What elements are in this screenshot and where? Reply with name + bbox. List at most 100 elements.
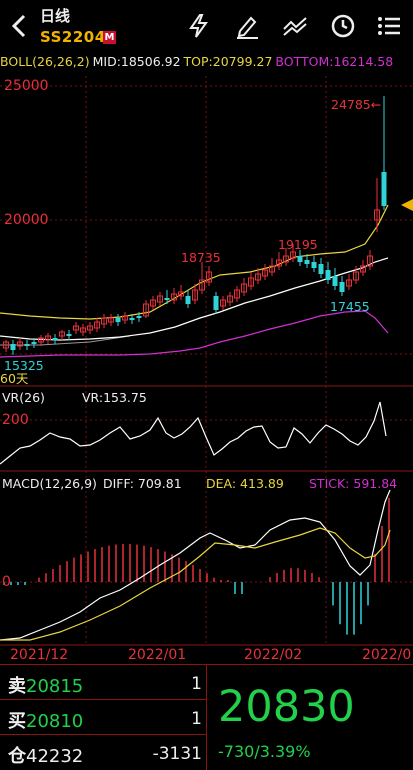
candle-body (234, 289, 240, 299)
candle-body (178, 291, 184, 297)
candle-body (73, 325, 79, 331)
candle-body (115, 318, 121, 322)
clock-icon[interactable] (330, 13, 356, 39)
candle-body (185, 296, 191, 304)
pencil-icon[interactable] (234, 13, 260, 39)
buy-price: 20810 (26, 711, 84, 732)
ma60-label: 60天 (0, 371, 29, 386)
candle-body (129, 318, 135, 320)
candle-body (374, 209, 380, 221)
candle-body (353, 271, 359, 281)
y-label-25000: 25000 (4, 78, 49, 94)
vr-value: VR:153.75 (82, 390, 147, 405)
candle-body (262, 269, 268, 277)
candle-body (192, 289, 198, 301)
candle-body (3, 341, 9, 349)
boll-bottom: BOTTOM:16214.58 (275, 54, 394, 69)
boll-top: TOP:20799.27 (183, 54, 273, 69)
sell-label: 卖 (8, 676, 26, 697)
x-label-1: 2022/01 (128, 647, 187, 663)
x-label-2: 2022/02 (244, 647, 303, 663)
candle-body (227, 295, 233, 303)
boll-legend: BOLL(26,26,2) MID:18506.92 TOP:20799.27 BOT… (0, 54, 413, 72)
sell-row[interactable]: 卖20815 (8, 672, 83, 698)
current-price-marker (401, 199, 413, 211)
candle-body (59, 331, 65, 337)
boll-mid: MID:18506.92 (92, 54, 181, 69)
sell-price: 20815 (26, 676, 84, 697)
candle-body (297, 256, 303, 262)
macd-diff-line (0, 489, 391, 641)
candle-body (199, 279, 205, 291)
candlesticks (3, 96, 387, 355)
macd-dea-line (0, 527, 391, 641)
candle-body (122, 315, 128, 321)
candle-body (108, 317, 114, 323)
candle-body (10, 344, 16, 350)
candle-body (248, 277, 254, 287)
candle-body (339, 282, 345, 292)
vr-line (0, 401, 387, 465)
candle-body (269, 265, 275, 273)
lightning-icon[interactable] (186, 13, 212, 39)
candle-body (311, 262, 317, 268)
candle-body (87, 325, 93, 331)
back-arrow-icon[interactable] (8, 12, 32, 40)
candle-body (45, 335, 51, 341)
y-label-20000: 20000 (4, 212, 49, 228)
candle-body (136, 316, 142, 318)
candle-body (255, 273, 261, 281)
x-label-3: 2022/0 (362, 647, 412, 663)
candle-body (66, 334, 72, 336)
macd-stick: STICK: 591.84 (309, 476, 398, 491)
candle-body (213, 296, 219, 310)
candle-body (206, 271, 212, 283)
annotation-low0: 15325 (4, 358, 44, 373)
candle-body (24, 344, 30, 346)
vr-label: VR(26) (2, 390, 45, 405)
candle-body (38, 337, 44, 343)
annotation-peak1: 18735 (181, 250, 221, 265)
trend-lines-icon[interactable] (282, 13, 308, 39)
vr-y-label: 200 (2, 412, 29, 428)
boll-label: BOLL(26,26,2) (0, 54, 90, 69)
position-change: -3131 (152, 744, 202, 764)
candle-body (101, 317, 107, 325)
position-value: 42232 (26, 746, 84, 767)
candle-body (346, 279, 352, 287)
position-row: 仓42232 (8, 742, 83, 768)
menu-list-icon[interactable] (376, 13, 402, 39)
buy-label: 买 (8, 711, 26, 732)
macd-sticks (3, 498, 390, 635)
boll-top-line (0, 204, 389, 320)
candle-body (290, 251, 296, 259)
boll-bottom-line (0, 310, 389, 358)
boll-mid-line (0, 257, 389, 341)
annotation-peak2: 19195 (278, 237, 318, 252)
candle-body (157, 295, 163, 303)
candle-body (318, 264, 324, 274)
candle-body (94, 321, 100, 329)
candle-body (241, 283, 247, 293)
quote-panel (0, 664, 413, 770)
main-contract-badge: M (103, 31, 116, 44)
candle-body (332, 276, 338, 286)
kline-chart[interactable] (0, 72, 413, 664)
buy-row[interactable]: 买20810 (8, 707, 83, 733)
candle-body (360, 265, 366, 273)
candle-body (381, 172, 387, 206)
macd-dea: DEA: 413.89 (206, 476, 284, 491)
candle-body (164, 298, 170, 300)
candle-body (150, 299, 156, 307)
annotation-high: 24785← (331, 97, 382, 112)
candle-body (143, 303, 149, 317)
candle-body (283, 255, 289, 263)
macd-diff: DIFF: 709.81 (103, 476, 182, 491)
candle-body (220, 299, 226, 307)
candle-body (325, 270, 331, 280)
page-title: 日线 (40, 7, 71, 25)
candle-body (171, 293, 177, 301)
candle-body (367, 255, 373, 267)
macd-y-label: 0 (2, 574, 11, 590)
last-price: 20830 (218, 682, 355, 732)
